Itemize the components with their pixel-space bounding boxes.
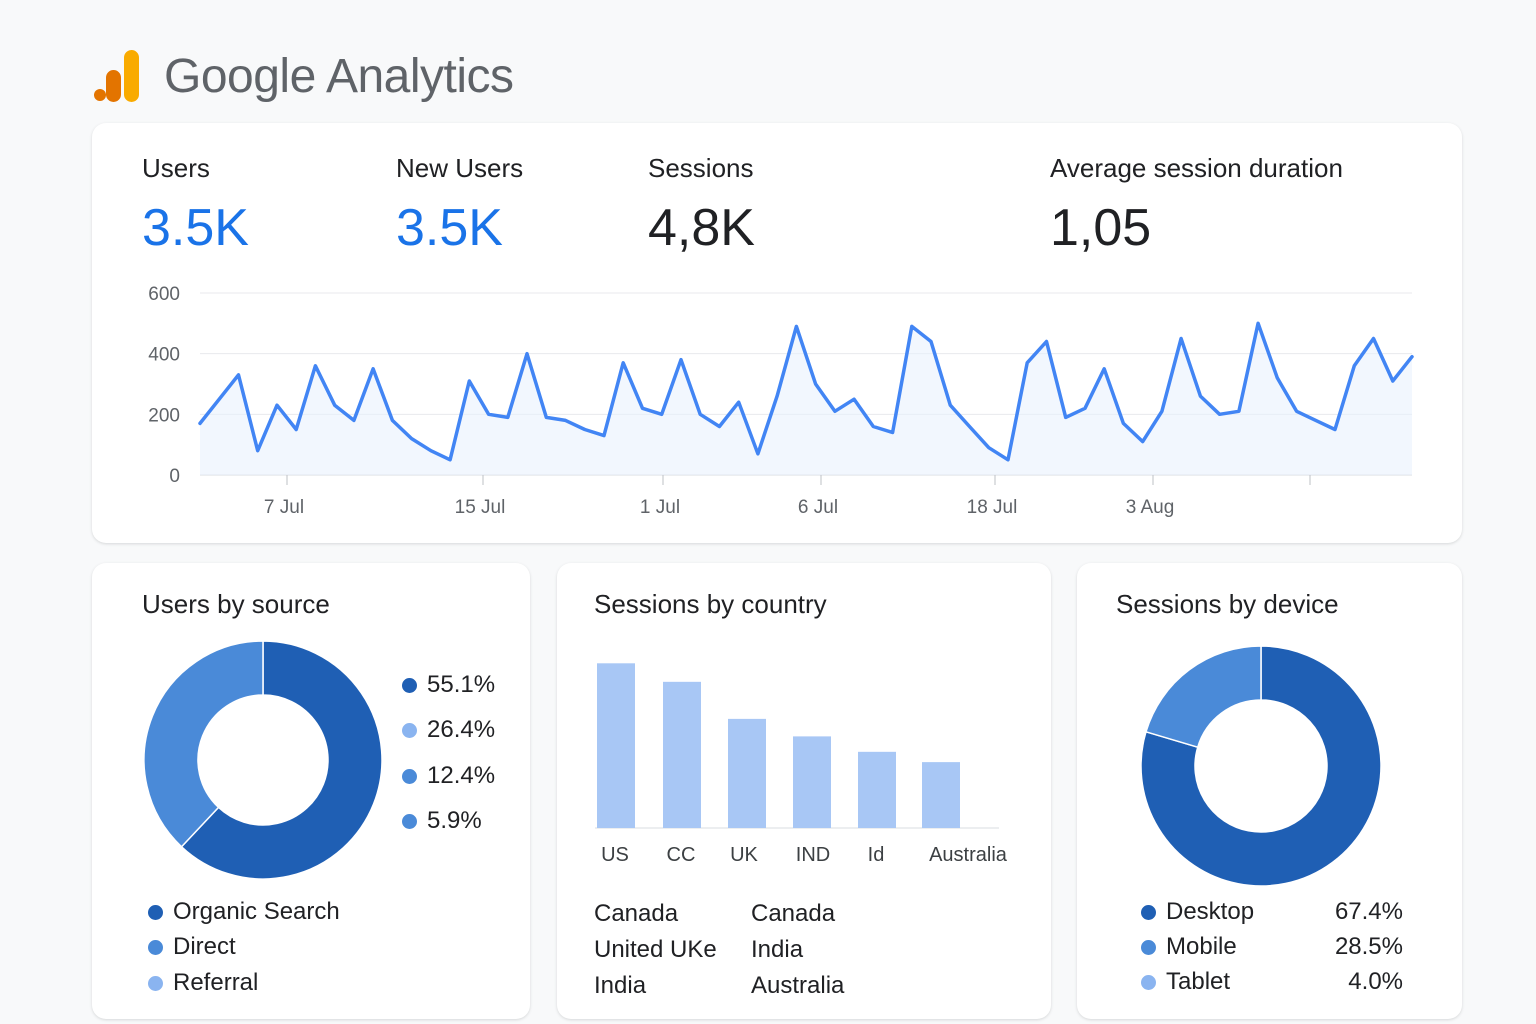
country-list-row: United UKe India	[594, 932, 844, 968]
device-legend-mobile[interactable]: Mobile 28.5%	[1141, 933, 1403, 961]
metric-value: 4,8K	[648, 199, 755, 257]
source-donut-chart[interactable]	[142, 639, 384, 881]
card-title: Users by source	[142, 589, 330, 619]
legend-label: Referral	[173, 969, 259, 996]
analytics-bars-icon	[94, 50, 139, 102]
legend-value: 67.4%	[1334, 898, 1403, 925]
country-bar	[858, 751, 896, 828]
card-title: Sessions by country	[594, 589, 827, 619]
metric-label: Sessions	[648, 153, 754, 183]
metric-value: 3.5K	[142, 199, 249, 257]
legend-dot-icon	[402, 722, 417, 738]
x-tick-label: 15 Jul	[455, 497, 506, 518]
percent-label: 5.9%	[427, 807, 482, 834]
y-tick-label: 400	[148, 345, 180, 366]
country-bar-label: CC	[667, 844, 696, 866]
country-name: India	[594, 972, 647, 999]
country-bar	[793, 736, 831, 828]
metric-value: 3.5K	[396, 199, 503, 257]
country-name: Canada	[594, 900, 679, 927]
percent-label: 26.4%	[427, 716, 496, 743]
device-legend-desktop[interactable]: Desktop 67.4%	[1141, 898, 1403, 926]
legend-value: 4.0%	[1348, 968, 1403, 995]
metric-label: New Users	[396, 153, 524, 183]
legend-label: Mobile	[1166, 933, 1237, 960]
country-bar	[663, 681, 701, 828]
country-bar-label: Id	[868, 844, 885, 866]
legend-label: Desktop	[1166, 898, 1255, 925]
users-area-fill	[200, 323, 1412, 475]
metric-sessions[interactable]: Sessions 4,8K	[648, 153, 755, 258]
country-list-row: India Australia	[594, 968, 844, 1004]
country-name: Australia	[751, 972, 845, 999]
legend-dot-icon	[402, 677, 417, 693]
legend-dot-icon	[402, 813, 417, 829]
percent-legend-item: 55.1%	[402, 671, 495, 699]
donut-slice	[1140, 645, 1382, 887]
country-name: India	[751, 936, 804, 963]
legend-label: Tablet	[1166, 968, 1231, 995]
metric-value: 1,05	[1050, 199, 1152, 257]
brand-title: Google Analytics	[164, 49, 514, 103]
percent-legend-item: 5.9%	[402, 807, 482, 835]
donut-slice	[1145, 645, 1262, 749]
legend-dot-icon	[148, 939, 163, 955]
legend-label: Direct	[173, 933, 236, 960]
donut-slice	[143, 640, 264, 848]
y-tick-label: 200	[148, 405, 180, 426]
sessions-by-device-card: Sessions by device Desktop 67.4% Mobile …	[1077, 563, 1462, 1019]
x-tick-label: 18 Jul	[967, 497, 1018, 518]
legend-value: 28.5%	[1334, 933, 1403, 960]
metric-users[interactable]: Users 3.5K	[142, 153, 249, 258]
x-tick-label: 6 Jul	[798, 497, 838, 518]
x-tick-label: 3 Aug	[1126, 497, 1175, 518]
legend-dot-icon	[402, 768, 417, 784]
users-by-source-card: Users by source 55.1% 26.4% 12.4% 5.9% O…	[92, 563, 530, 1019]
users-line-chart[interactable]: 0 200 400 600 7 Jul 15 Jul 1 Jul 6 Jul 18 Jul 3 A…	[92, 123, 1462, 543]
country-bar-label: IND	[796, 844, 830, 866]
metric-new-users[interactable]: New Users 3.5K	[396, 153, 523, 258]
legend-dot-icon	[1141, 939, 1156, 955]
country-bar-chart[interactable]: US CC UK IND Id Australia	[557, 643, 1051, 868]
source-legend-referral[interactable]: Referral	[148, 969, 258, 997]
percent-legend-item: 12.4%	[402, 762, 495, 790]
donut-slice	[180, 640, 383, 880]
country-bar	[597, 663, 635, 828]
app-header: Google Analytics	[94, 46, 514, 106]
sessions-by-country-card: Sessions by country US CC UK IND Id Australia…	[557, 563, 1051, 1019]
legend-label: Organic Search	[173, 898, 340, 925]
x-tick-label: 1 Jul	[640, 497, 680, 518]
metric-label: Users	[142, 153, 210, 183]
x-tick-label: 7 Jul	[264, 497, 304, 518]
users-series-line	[198, 321, 1414, 462]
legend-dot-icon	[1141, 904, 1156, 920]
metric-label: Average session duration	[1050, 153, 1343, 183]
overview-card: Users 3.5K New Users 3.5K Sessions 4,8K …	[92, 123, 1462, 543]
country-bar-label: UK	[730, 844, 758, 866]
country-bar-label: US	[601, 844, 629, 866]
percent-label: 12.4%	[427, 762, 496, 789]
y-tick-label: 600	[148, 284, 180, 305]
device-legend-tablet[interactable]: Tablet 4.0%	[1141, 968, 1403, 996]
source-legend-direct[interactable]: Direct	[148, 933, 236, 961]
legend-dot-icon	[148, 975, 163, 991]
percent-label: 55.1%	[427, 671, 496, 698]
device-donut-chart[interactable]	[1140, 645, 1382, 887]
y-tick-label: 0	[169, 466, 180, 487]
legend-dot-icon	[1141, 974, 1156, 990]
country-bar-label: Australia	[929, 844, 1008, 866]
country-name: Canada	[751, 900, 836, 927]
country-list: Canada Canada United UKe India India Aus…	[594, 896, 844, 1004]
source-legend-organic-search[interactable]: Organic Search	[148, 898, 340, 926]
card-title: Sessions by device	[1116, 589, 1339, 619]
percent-legend-item: 26.4%	[402, 716, 495, 744]
country-name: United UKe	[594, 936, 717, 963]
country-bar	[922, 762, 960, 828]
country-bar	[728, 718, 766, 828]
country-list-row: Canada Canada	[594, 896, 844, 932]
legend-dot-icon	[148, 904, 163, 920]
metric-avg-session-duration[interactable]: Average session duration 1,05	[1050, 153, 1343, 258]
